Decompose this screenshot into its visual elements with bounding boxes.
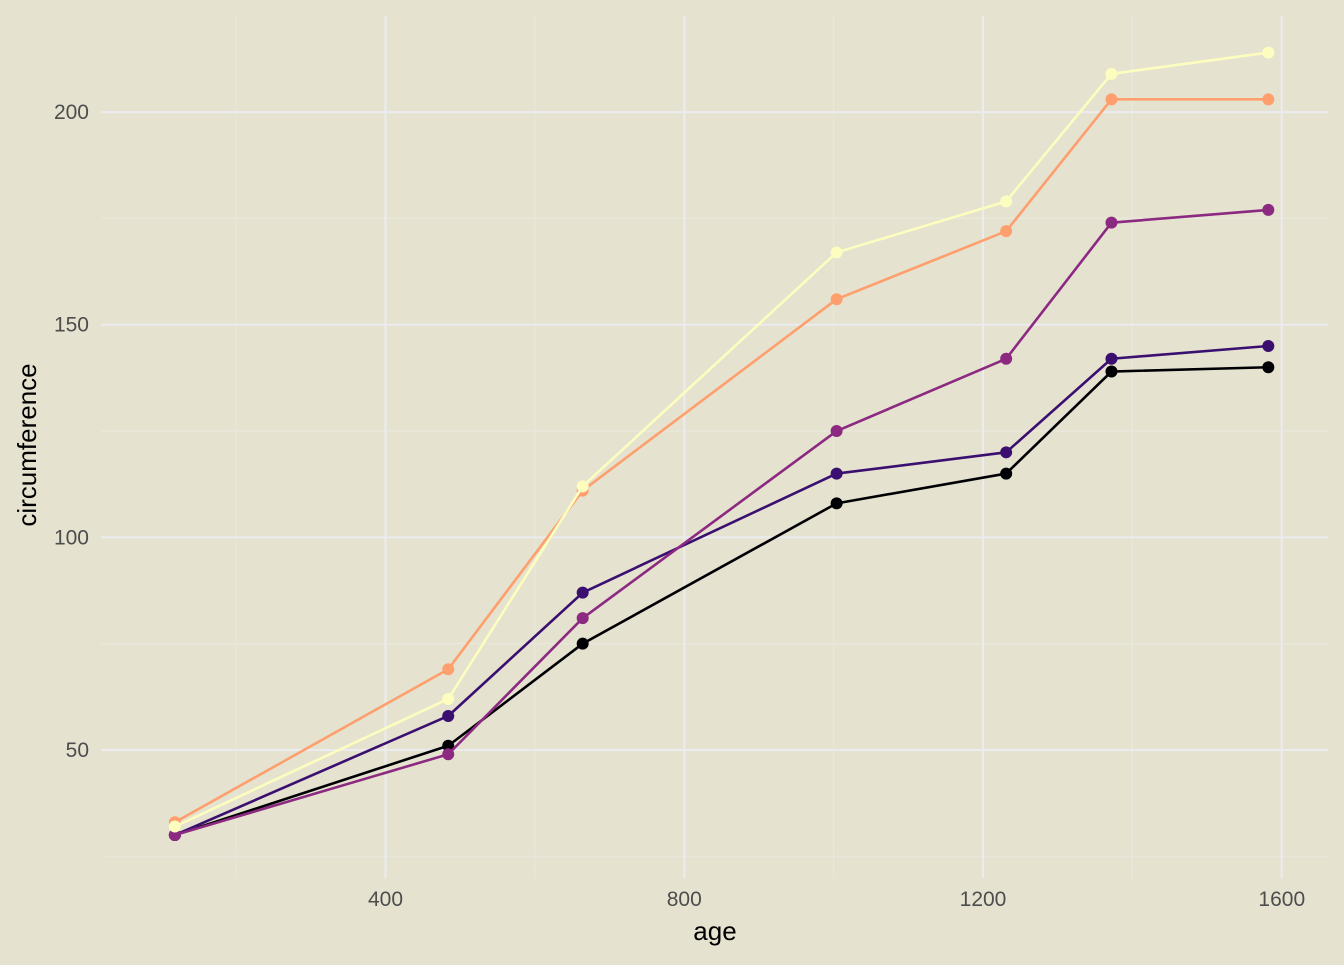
data-point xyxy=(830,293,843,306)
series-2 xyxy=(168,203,1275,842)
data-point xyxy=(1000,446,1013,459)
y-tick-label: 50 xyxy=(66,739,89,762)
series-3 xyxy=(168,93,1275,829)
series-layer xyxy=(168,46,1275,842)
x-tick-label: 1200 xyxy=(960,888,1007,911)
series-0 xyxy=(168,361,1275,842)
data-point xyxy=(830,246,843,259)
data-point xyxy=(1105,93,1118,106)
data-point xyxy=(830,425,843,438)
series-4 xyxy=(168,46,1275,833)
data-point xyxy=(1262,361,1275,374)
x-axis-title: age xyxy=(693,916,736,946)
data-point xyxy=(1000,195,1013,208)
y-tick-label: 200 xyxy=(54,101,89,124)
data-point xyxy=(442,748,455,761)
data-point xyxy=(1000,352,1013,365)
data-point xyxy=(1262,46,1275,59)
data-point xyxy=(830,467,843,480)
data-point xyxy=(168,820,181,833)
series-line-3 xyxy=(173,98,1270,824)
y-tick-label: 100 xyxy=(54,526,89,549)
minor-gridlines xyxy=(101,16,1328,878)
x-axis-ticks: 400 800 1200 1600 xyxy=(368,888,1305,911)
y-tick-label: 150 xyxy=(54,314,89,337)
data-point xyxy=(1105,216,1118,229)
data-point xyxy=(1262,93,1275,106)
y-axis-ticks: 50 100 150 200 xyxy=(54,101,89,762)
data-point xyxy=(576,637,589,650)
data-point xyxy=(576,612,589,625)
data-point xyxy=(442,663,455,676)
data-point xyxy=(830,497,843,510)
series-line-1 xyxy=(173,344,1270,837)
x-tick-label: 1600 xyxy=(1258,888,1305,911)
series-1 xyxy=(168,340,1275,842)
data-point xyxy=(1105,365,1118,378)
data-point xyxy=(1105,67,1118,80)
data-point xyxy=(1000,225,1013,238)
major-gridlines xyxy=(101,16,1328,878)
data-point xyxy=(1000,467,1013,480)
data-point xyxy=(576,480,589,493)
data-point xyxy=(168,829,181,842)
y-axis-title: circumference xyxy=(12,363,42,526)
data-point xyxy=(442,709,455,722)
data-point xyxy=(442,739,455,752)
x-tick-label: 800 xyxy=(667,888,702,911)
data-point xyxy=(1262,340,1275,353)
series-line-2 xyxy=(173,208,1270,837)
x-tick-label: 400 xyxy=(368,888,403,911)
data-point xyxy=(1262,203,1275,216)
data-point xyxy=(1105,352,1118,365)
series-line-4 xyxy=(173,51,1270,828)
data-point xyxy=(442,692,455,705)
data-point xyxy=(576,586,589,599)
